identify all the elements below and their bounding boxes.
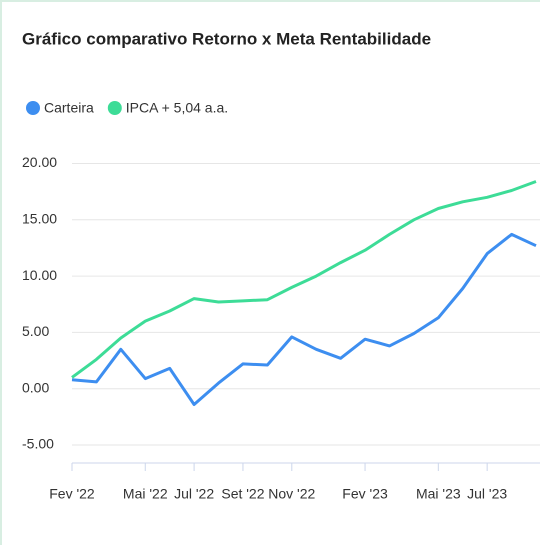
x-tick-label: Mai '23 <box>416 486 461 502</box>
y-tick-label: 10.00 <box>22 267 57 283</box>
y-tick-label: 0.00 <box>22 379 49 395</box>
chart-title: Gráfico comparativo Retorno x Meta Renta… <box>22 29 431 48</box>
legend-marker <box>26 101 40 115</box>
series-line <box>71 232 537 406</box>
series-line <box>71 180 537 379</box>
x-tick-label: Fev '23 <box>342 486 388 502</box>
y-tick-label: 5.00 <box>22 323 49 339</box>
legend-marker <box>107 101 122 115</box>
x-tick-label: Nov '22 <box>268 486 315 502</box>
y-tick-label: 20.00 <box>22 154 57 170</box>
x-tick-label: Jul '22 <box>174 486 214 502</box>
x-tick-label: Fev '22 <box>49 486 95 502</box>
legend-label: Carteira <box>44 100 94 116</box>
x-tick-label: Mai '22 <box>123 486 168 502</box>
x-tick-label: Set '22 <box>221 486 264 502</box>
y-tick-label: 15.00 <box>22 211 57 227</box>
y-tick-label: -5.00 <box>22 436 54 452</box>
legend-label: IPCA + 5,04 a.a. <box>126 100 228 116</box>
x-tick-label: Jul '23 <box>467 486 507 502</box>
